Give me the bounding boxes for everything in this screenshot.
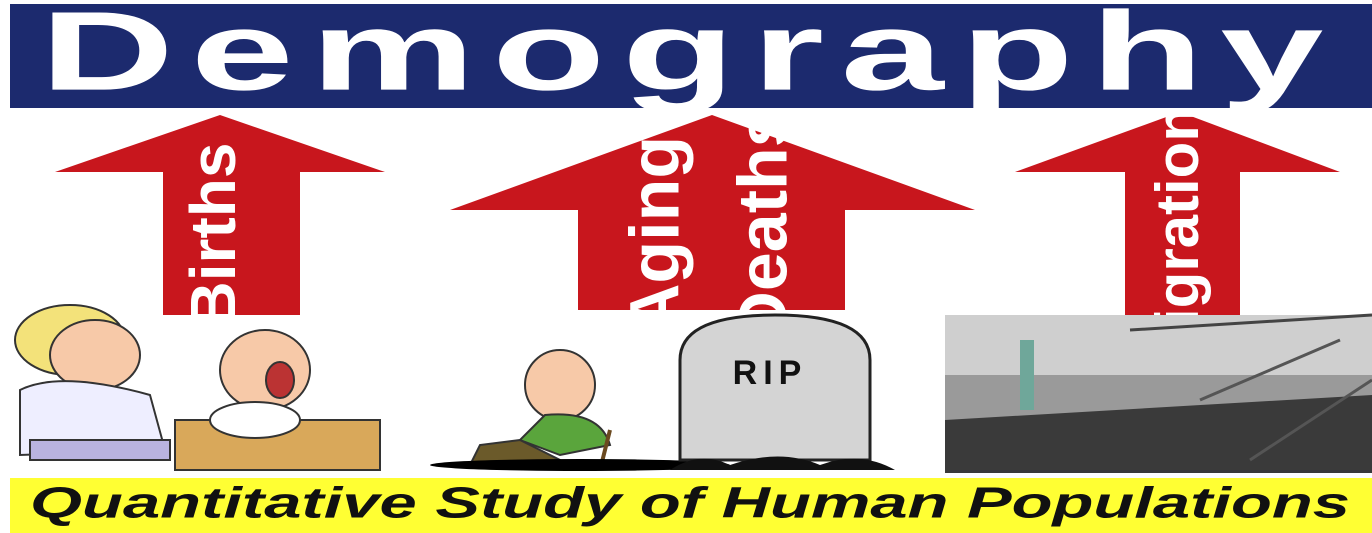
arrow-label: Deaths xyxy=(723,108,801,341)
tombstone-label: RIP xyxy=(733,354,808,392)
tombstone: RIP xyxy=(670,313,895,470)
arrow-label: Births xyxy=(177,143,249,328)
aging-cartoon xyxy=(430,349,730,471)
arrow xyxy=(450,115,975,310)
births-cartoon xyxy=(14,304,381,471)
migration-photo xyxy=(945,313,1372,473)
arrow-label: Aging xyxy=(615,136,693,334)
header-title: Demography xyxy=(40,0,1340,114)
arrow xyxy=(1015,112,1340,325)
footer-band xyxy=(10,478,1372,533)
footer-text: Quantitative Study of Human Populations xyxy=(30,479,1350,528)
header-band xyxy=(10,4,1372,108)
arrow xyxy=(55,115,385,315)
